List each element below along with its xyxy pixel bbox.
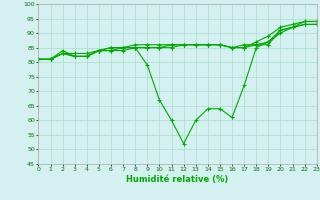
X-axis label: Humidité relative (%): Humidité relative (%) — [126, 175, 229, 184]
